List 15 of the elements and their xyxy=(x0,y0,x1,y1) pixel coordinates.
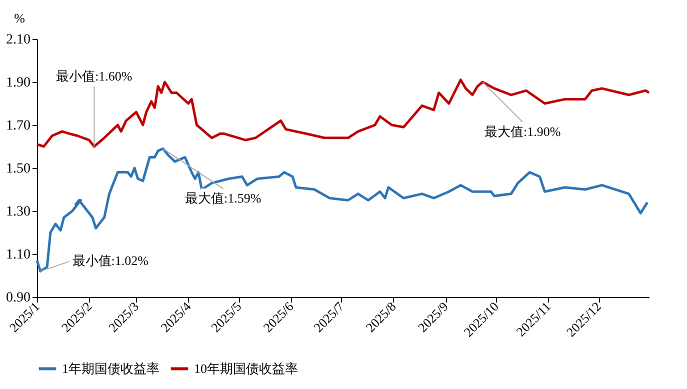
y-tick-label: 1.50 xyxy=(6,162,30,176)
annotation: 最小值:1.02% xyxy=(72,253,149,268)
annotation: 最小值:1.60% xyxy=(56,68,132,84)
annotation: 最大值:1.90% xyxy=(484,124,561,139)
line-series xyxy=(36,147,649,272)
y-tick-label: 1.90 xyxy=(6,76,30,90)
y-axis-title: % xyxy=(14,10,26,26)
legend-label: 10年期国债收益率 xyxy=(194,360,298,376)
y-tick-label: 1.70 xyxy=(6,118,30,134)
y-tick-label: 2.10 xyxy=(6,32,30,48)
y-tick-label: 0.90 xyxy=(6,290,30,306)
y-tick-label: 1.10 xyxy=(6,248,30,262)
annotation: 最大值:1.59% xyxy=(184,190,262,206)
y-tick-label: 1.30 xyxy=(6,204,30,220)
legend-label: 1年期国债收益率 xyxy=(62,360,160,376)
